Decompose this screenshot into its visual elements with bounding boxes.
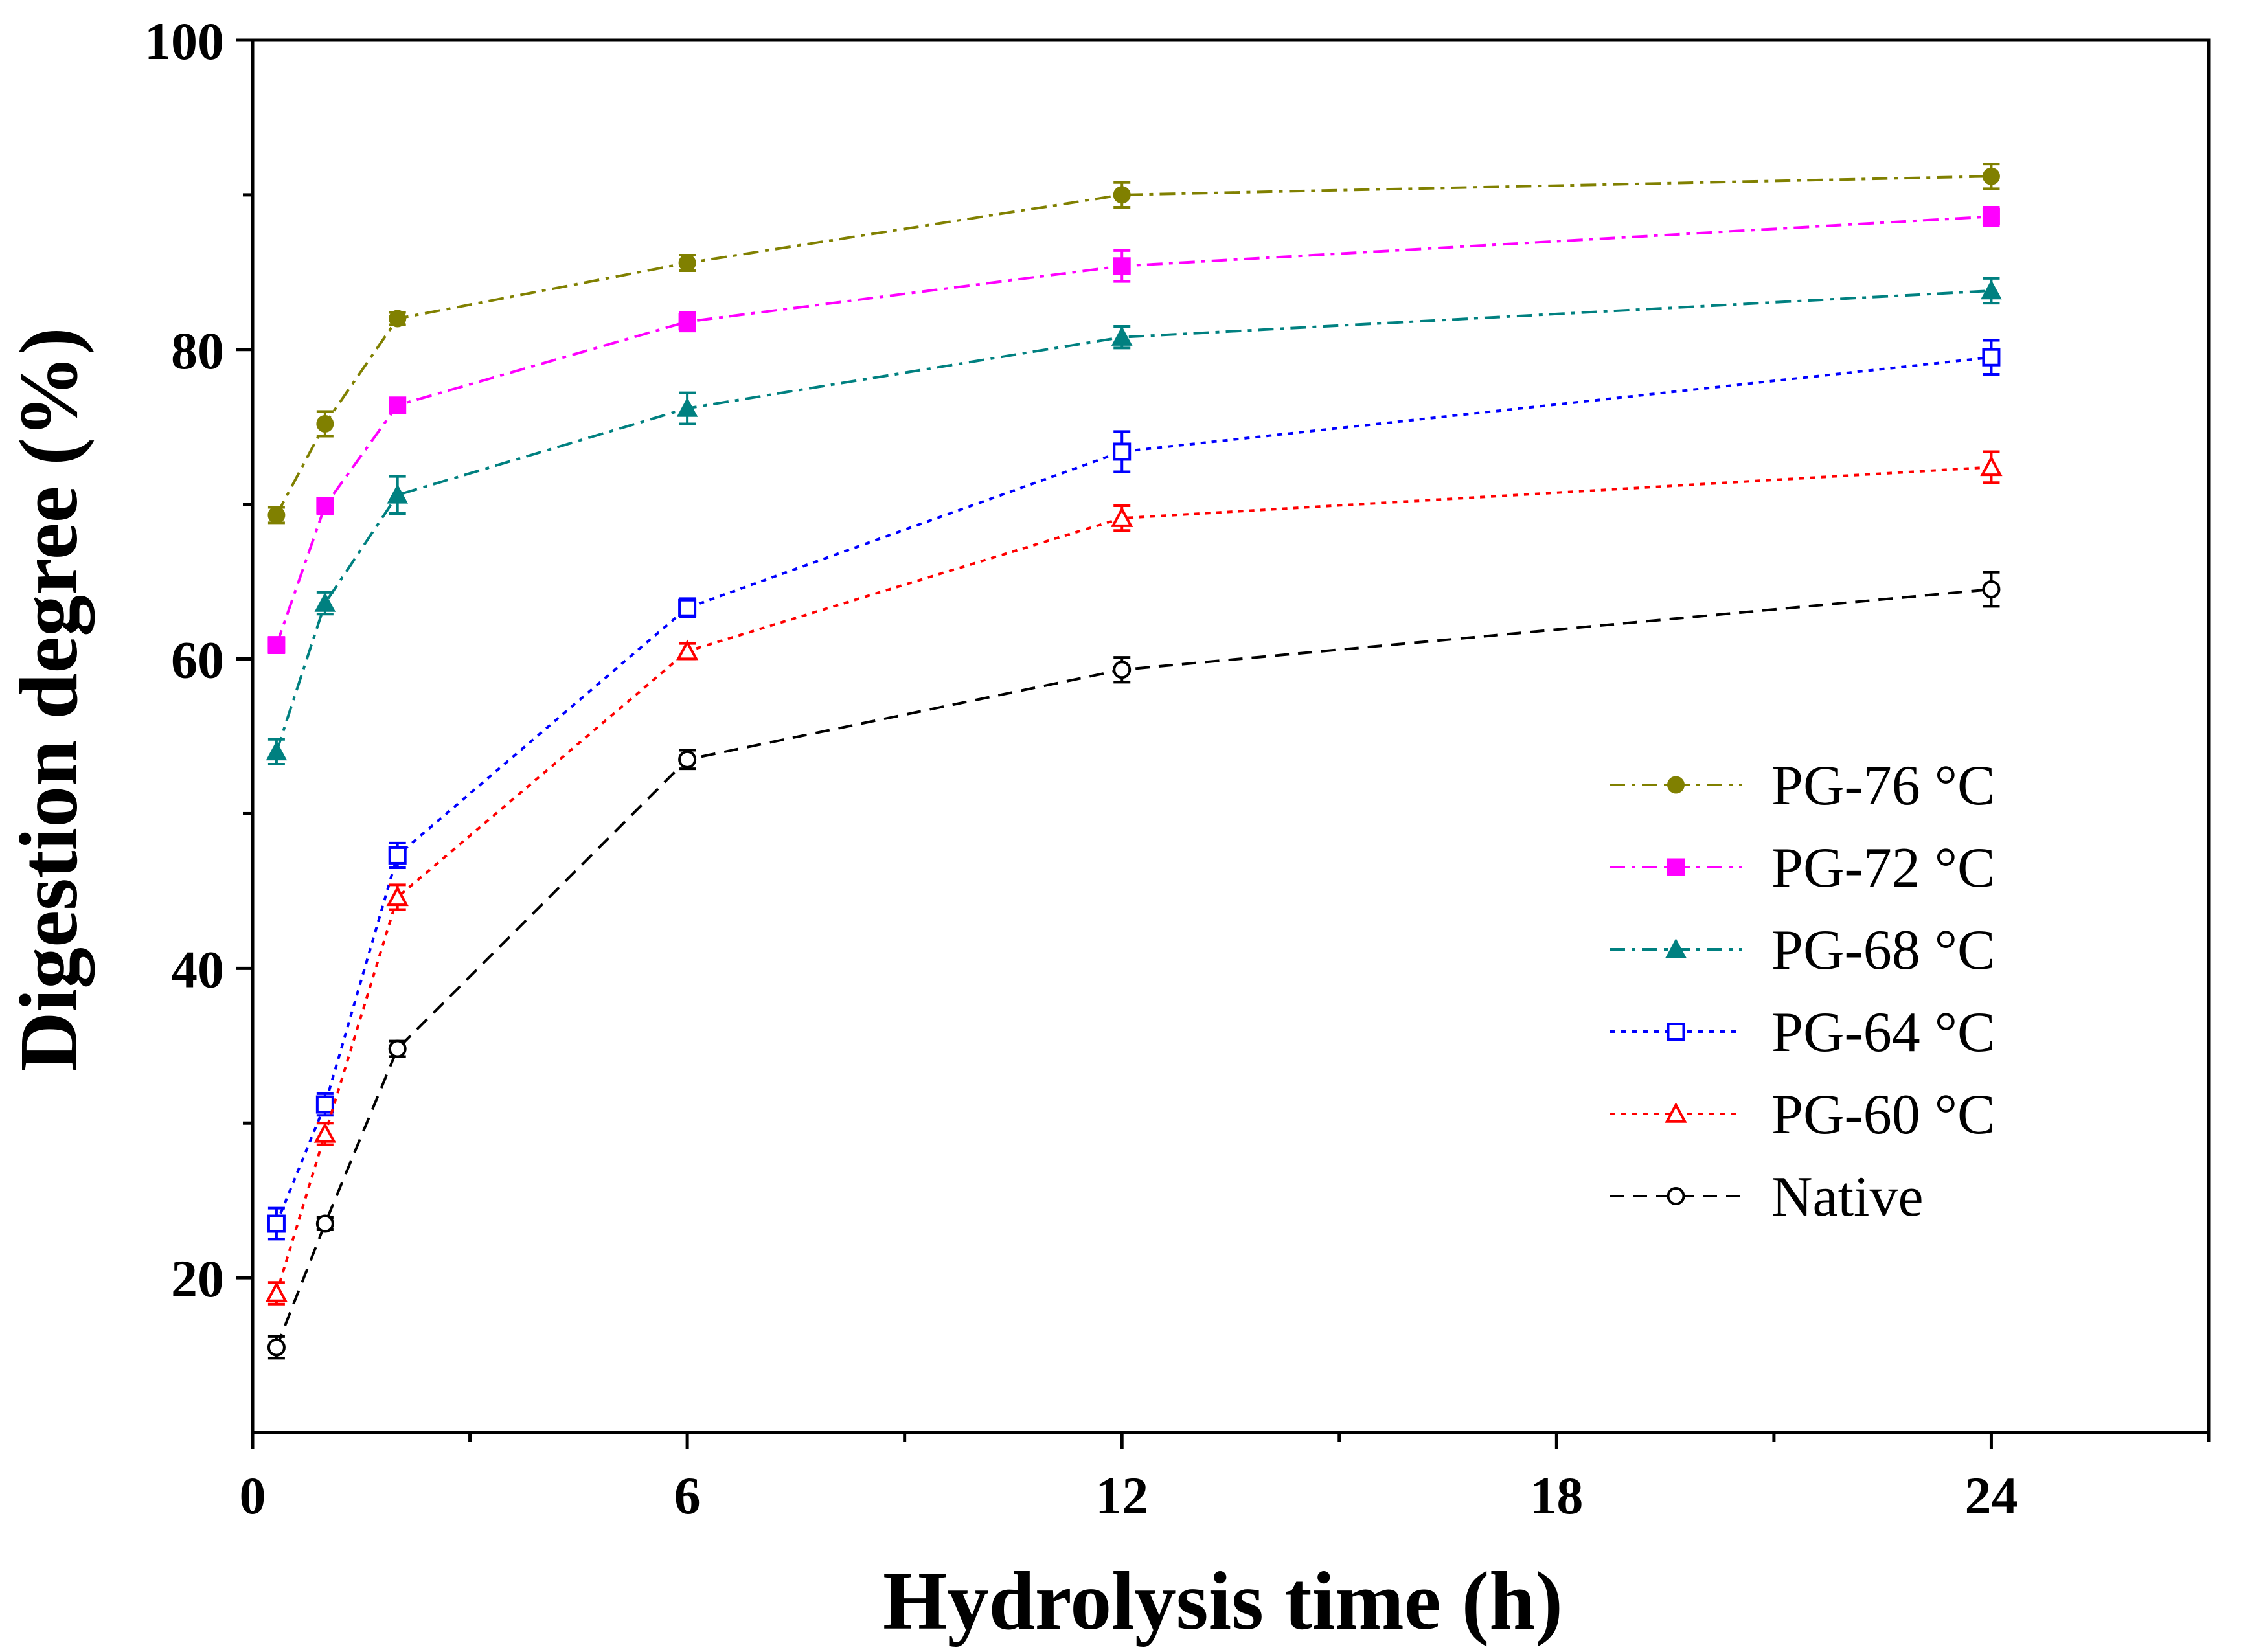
data-point [388,846,407,865]
plot-frame [251,38,2211,1434]
legend-item-6: Native [1610,1166,1924,1228]
data-point [1113,257,1131,275]
series-2 [267,206,2000,654]
data-point [387,484,409,504]
data-point [1980,455,2003,477]
x-tick-label: 24 [1964,1466,2018,1525]
x-tick-label: 18 [1530,1466,1583,1525]
legend-item-3: PG-68 °C [1610,919,1996,982]
data-point [1982,580,2001,599]
legend-marker [1667,776,1685,794]
series-line [275,175,1992,516]
legend-label: Native [1771,1166,1924,1228]
data-point [1982,207,2000,225]
y-tick-label: 80 [171,321,224,380]
legend-label: PG-64 °C [1771,1001,1996,1064]
data-point [1111,326,1133,346]
data-point [678,313,696,331]
data-point [1982,167,2000,185]
data-point [676,397,698,417]
legend-marker [1665,1102,1687,1123]
legend-item-2: PG-72 °C [1610,837,1996,900]
data-point [1982,348,2001,367]
legend: PG-76 °C PG-72 °C PG-68 °C PG-64 °C PG-60 °C… [1610,754,1996,1228]
legend-marker [1667,858,1685,876]
data-point [388,1039,407,1058]
data-point [315,1214,334,1233]
series-1 [267,163,2000,525]
y-tick-label: 60 [171,631,224,690]
legend-item-1: PG-76 °C [1610,754,1996,817]
data-point [315,1095,334,1114]
y-tick-label: 100 [144,12,224,71]
data-point [1113,442,1132,461]
legend-marker [1667,1187,1685,1205]
x-tick-label: 6 [674,1466,701,1525]
axis-ticks-group: 0 6 12 18 24 20 40 60 80 100 [144,12,2211,1525]
data-point [389,396,407,414]
data-point [314,592,336,612]
data-point [267,636,286,654]
series-line [275,215,1992,646]
series-line [275,466,1992,1294]
data-point [313,1122,337,1143]
data-point [389,310,407,328]
x-tick-label: 0 [240,1466,266,1525]
series-line [275,356,1992,1225]
x-tick-label: 12 [1095,1466,1148,1525]
y-axis-title: Digestion degree (%) [3,327,95,1071]
y-tick-label: 20 [171,1249,224,1308]
data-point [678,750,697,769]
legend-label: PG-60 °C [1771,1083,1996,1146]
legend-label: PG-76 °C [1771,754,1996,817]
data-point [1113,661,1132,679]
data-point [267,1214,286,1233]
data-point [267,506,286,524]
data-point [267,1338,286,1357]
series-3 [266,277,2002,765]
data-point [316,497,334,515]
legend-label: PG-68 °C [1771,919,1996,982]
data-point [676,639,699,661]
y-tick-label: 40 [171,940,224,999]
x-axis-title: Hydrolysis time (h) [883,1555,1563,1647]
data-point [266,740,288,761]
series-5 [265,450,2003,1306]
legend-marker [1667,1023,1685,1041]
series-4 [267,339,2001,1241]
legend-item-5: PG-60 °C [1610,1083,1996,1146]
series-6 [267,571,2001,1360]
series-group [265,163,2003,1360]
data-point [1111,506,1133,527]
data-point [265,1281,288,1302]
legend-item-4: PG-64 °C [1610,1001,1996,1064]
data-point [678,598,697,617]
data-point [1981,280,2002,300]
data-point [386,885,409,907]
plot-frame-group [251,38,2211,1434]
data-point [678,254,696,272]
series-line [275,588,1992,1348]
legend-label: PG-72 °C [1771,837,1996,900]
data-point [316,414,334,433]
series-line [275,289,1992,752]
data-point [1113,186,1131,204]
legend-marker [1665,938,1687,958]
